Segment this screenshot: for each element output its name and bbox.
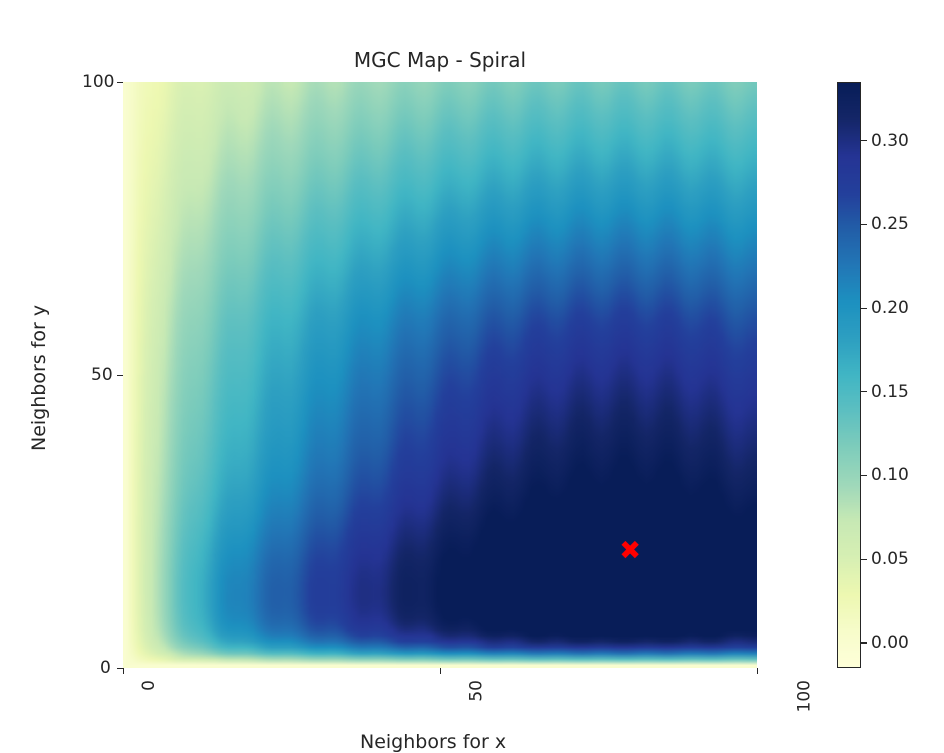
colorbar-tick-label: 0.00 [871, 633, 909, 653]
colorbar-tick-label: 0.05 [871, 549, 909, 569]
colorbar-tick-mark [861, 308, 867, 309]
y-tick-label: 0 [100, 658, 111, 678]
colorbar-canvas [837, 82, 861, 668]
colorbar-tick-label: 0.25 [871, 214, 909, 234]
y-tick-mark [117, 668, 123, 669]
chart-title: MGC Map - Spiral [123, 48, 757, 72]
y-tick-label: 50 [91, 365, 113, 385]
heatmap-canvas [123, 82, 757, 668]
y-tick-label: 100 [82, 72, 114, 92]
x-tick-mark [757, 668, 758, 674]
colorbar-tick-mark [861, 140, 867, 141]
colorbar-tick-label: 0.10 [871, 465, 909, 485]
y-tick-mark [117, 375, 123, 376]
figure: MGC Map - Spiral Neighbors for y Neighbo… [0, 0, 944, 750]
y-axis-label: Neighbors for y [28, 305, 50, 451]
x-tick-label: 0 [139, 680, 159, 691]
x-tick-mark [123, 668, 124, 674]
colorbar-tick-label: 0.20 [871, 298, 909, 318]
x-tick-label: 100 [794, 680, 814, 712]
colorbar [837, 82, 861, 668]
y-tick-mark [117, 82, 123, 83]
x-tick-label: 50 [467, 680, 487, 702]
colorbar-tick-mark [861, 642, 867, 643]
heatmap-plot: ✖ [123, 82, 757, 668]
colorbar-tick-mark [861, 475, 867, 476]
colorbar-tick-label: 0.30 [871, 131, 909, 151]
x-tick-mark [440, 668, 441, 674]
colorbar-tick-mark [861, 559, 867, 560]
colorbar-tick-mark [861, 224, 867, 225]
colorbar-tick-mark [861, 391, 867, 392]
colorbar-tick-label: 0.15 [871, 382, 909, 402]
